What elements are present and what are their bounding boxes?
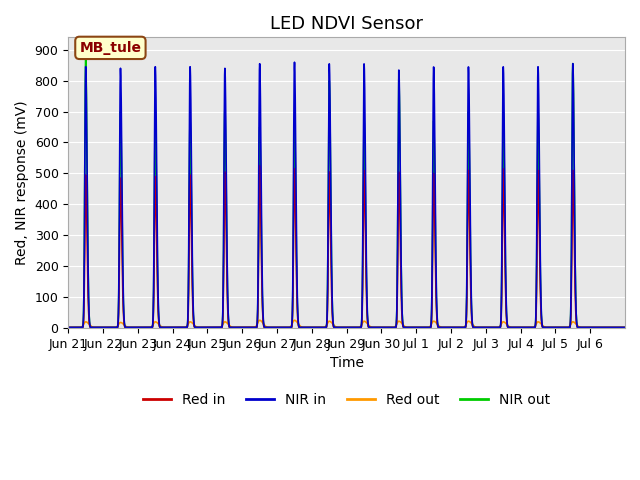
Title: LED NDVI Sensor: LED NDVI Sensor — [270, 15, 423, 33]
X-axis label: Time: Time — [330, 356, 364, 370]
Legend: Red in, NIR in, Red out, NIR out: Red in, NIR in, Red out, NIR out — [138, 387, 556, 412]
Text: MB_tule: MB_tule — [79, 41, 141, 55]
Y-axis label: Red, NIR response (mV): Red, NIR response (mV) — [15, 100, 29, 265]
